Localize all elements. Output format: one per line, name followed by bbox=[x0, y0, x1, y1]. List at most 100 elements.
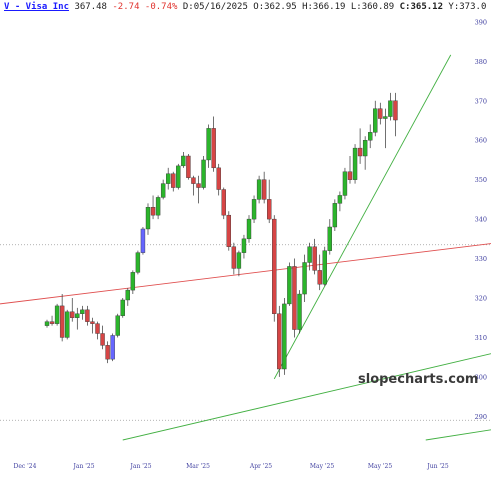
candle-body bbox=[105, 345, 110, 360]
candle bbox=[54, 303, 60, 326]
candle bbox=[171, 171, 176, 192]
candle bbox=[393, 92, 398, 137]
open-value: 362.95 bbox=[264, 2, 297, 12]
trendline-0 bbox=[273, 54, 452, 380]
candle-body bbox=[231, 246, 237, 269]
candle bbox=[378, 102, 383, 125]
candle bbox=[216, 163, 221, 196]
date-label: D: bbox=[182, 2, 194, 12]
candle-body bbox=[176, 165, 181, 188]
candle-body bbox=[368, 132, 373, 141]
candle-body bbox=[317, 270, 322, 285]
candle bbox=[59, 294, 65, 342]
candle-body bbox=[327, 226, 332, 251]
candle-body bbox=[80, 309, 85, 314]
candle-body bbox=[165, 173, 171, 184]
x-tick-label: Jan '25 bbox=[129, 463, 151, 470]
close-value: 365.12 bbox=[410, 2, 443, 12]
candle-body bbox=[297, 293, 302, 330]
candle-body bbox=[251, 199, 257, 220]
symbol-link[interactable]: V - Visa Inc bbox=[4, 2, 70, 12]
candle bbox=[272, 215, 277, 322]
candle-body bbox=[181, 155, 186, 167]
candle-body bbox=[272, 218, 277, 314]
candle-body bbox=[186, 155, 191, 178]
candle bbox=[241, 234, 247, 259]
y-axis: 290 300 310 320 330 340 350 360 370 380 390 bbox=[475, 18, 487, 420]
candle-body bbox=[241, 238, 247, 253]
candle-body bbox=[267, 199, 272, 220]
candle bbox=[357, 128, 363, 164]
candle-body bbox=[145, 207, 151, 230]
candle bbox=[332, 199, 338, 231]
candle bbox=[236, 250, 242, 277]
trendline-3 bbox=[425, 429, 491, 441]
candle-body bbox=[307, 246, 312, 263]
candle bbox=[261, 171, 267, 204]
candle-body bbox=[49, 321, 55, 324]
candle-body bbox=[277, 313, 282, 370]
candle-body bbox=[125, 289, 131, 301]
candle bbox=[362, 136, 368, 170]
candle-body bbox=[130, 272, 136, 291]
low-value: 360.89 bbox=[361, 2, 395, 12]
candle bbox=[125, 288, 131, 306]
y-label: Y: bbox=[448, 2, 460, 12]
candle bbox=[191, 175, 196, 196]
candle bbox=[317, 254, 322, 291]
last-price: 367.48 bbox=[74, 2, 107, 12]
candle-body bbox=[393, 100, 398, 121]
candle bbox=[368, 124, 373, 149]
candle-body bbox=[342, 171, 348, 196]
candle bbox=[85, 305, 90, 326]
candle-body bbox=[261, 179, 267, 200]
candle-body bbox=[44, 321, 50, 326]
candle-body bbox=[332, 203, 338, 228]
y-tick-label: 320 bbox=[475, 295, 487, 303]
candle bbox=[150, 195, 156, 220]
candle bbox=[70, 298, 75, 322]
candle-body bbox=[352, 147, 358, 180]
y-tick-label: 290 bbox=[475, 413, 487, 421]
candle-body bbox=[171, 173, 176, 188]
candle bbox=[383, 108, 388, 149]
candle-body bbox=[246, 218, 252, 240]
candle-body bbox=[201, 159, 206, 188]
candle-body bbox=[373, 108, 378, 133]
candle bbox=[155, 195, 161, 220]
candle bbox=[287, 262, 292, 306]
candle-body bbox=[357, 147, 363, 157]
candle bbox=[307, 242, 312, 271]
y-tick-label: 350 bbox=[475, 176, 487, 184]
candle-body bbox=[337, 195, 343, 204]
candle-body bbox=[282, 303, 287, 370]
candle bbox=[120, 298, 125, 318]
x-tick-label: Jun '25 bbox=[426, 463, 449, 470]
candle-body bbox=[287, 266, 292, 305]
candle bbox=[105, 341, 110, 364]
candle-body bbox=[59, 305, 65, 338]
candle bbox=[186, 154, 191, 180]
open-label: O: bbox=[253, 2, 265, 12]
candle-body bbox=[312, 246, 317, 271]
candle bbox=[110, 333, 115, 362]
candle-body bbox=[322, 250, 327, 285]
y-value: 373.0 bbox=[459, 2, 487, 12]
candle-body bbox=[140, 228, 146, 253]
candle bbox=[388, 92, 393, 121]
candle-body bbox=[100, 333, 105, 346]
candle-body bbox=[85, 309, 90, 322]
x-tick-label: Mar '25 bbox=[186, 463, 210, 470]
candle bbox=[115, 313, 120, 338]
candle bbox=[90, 317, 95, 334]
candle bbox=[49, 315, 55, 326]
candle bbox=[206, 124, 211, 168]
candle-body bbox=[378, 108, 383, 119]
candle-body bbox=[75, 313, 80, 318]
candle-body bbox=[383, 116, 388, 119]
candle-body bbox=[70, 311, 75, 318]
candle-body bbox=[292, 266, 297, 330]
candle bbox=[75, 307, 80, 330]
